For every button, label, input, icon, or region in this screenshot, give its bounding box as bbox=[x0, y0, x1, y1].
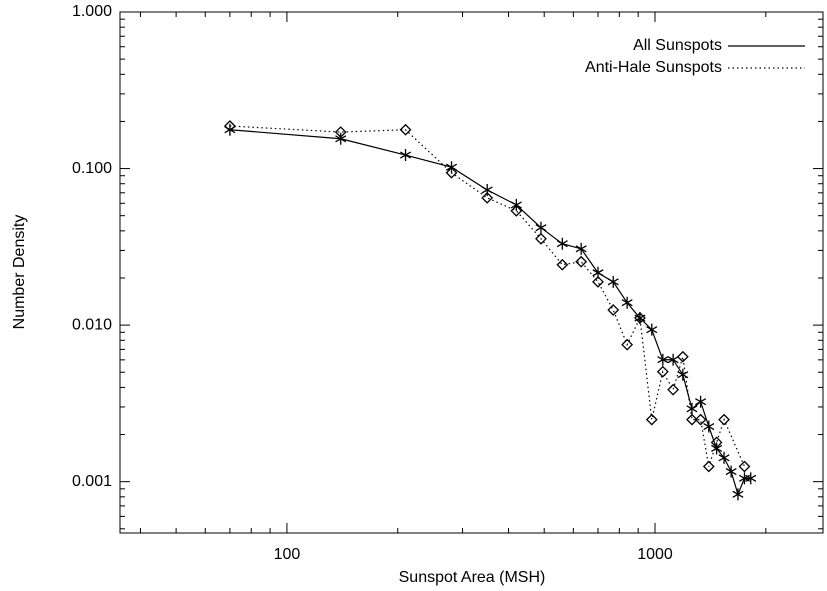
data-point bbox=[725, 465, 737, 478]
data-point bbox=[481, 191, 494, 204]
y-tick-label: 0.100 bbox=[72, 160, 112, 177]
series-line bbox=[229, 125, 746, 467]
data-point bbox=[686, 402, 698, 415]
data-point bbox=[335, 132, 347, 145]
data-point bbox=[745, 472, 757, 485]
data-point bbox=[694, 413, 707, 426]
data-point bbox=[399, 123, 412, 136]
data-point bbox=[556, 237, 568, 250]
data-point bbox=[710, 436, 723, 449]
data-point bbox=[607, 275, 619, 288]
y-tick-label: 1.000 bbox=[72, 3, 112, 20]
data-point bbox=[607, 304, 620, 316]
data-point bbox=[657, 353, 669, 366]
data-point bbox=[645, 413, 658, 426]
data-point bbox=[621, 296, 633, 309]
y-axis-label: Number Density bbox=[11, 215, 28, 330]
data-point bbox=[677, 368, 689, 381]
data-point bbox=[738, 460, 751, 473]
data-point bbox=[400, 149, 412, 162]
y-tick-label: 0.001 bbox=[72, 473, 112, 490]
data-point bbox=[718, 451, 730, 464]
data-point bbox=[667, 383, 680, 396]
data-point bbox=[510, 198, 522, 211]
legend-label: Anti-Hale Sunspots bbox=[585, 59, 722, 76]
data-point bbox=[711, 442, 723, 455]
data-point bbox=[667, 353, 679, 366]
data-point bbox=[703, 420, 715, 433]
data-point bbox=[535, 221, 547, 234]
data-point bbox=[621, 338, 634, 351]
data-point bbox=[481, 183, 493, 196]
data-point bbox=[223, 120, 236, 132]
data-point bbox=[656, 365, 669, 378]
data-point bbox=[676, 350, 689, 363]
data-point bbox=[695, 395, 707, 408]
data-point bbox=[686, 413, 698, 426]
plot-frame bbox=[119, 11, 824, 534]
data-point bbox=[556, 258, 569, 271]
x-tick-label: 1000 bbox=[637, 546, 673, 563]
series-line bbox=[229, 129, 751, 497]
data-point bbox=[718, 413, 730, 426]
data-point bbox=[445, 166, 458, 179]
data-point bbox=[592, 275, 604, 288]
data-point bbox=[510, 204, 523, 217]
data-point bbox=[646, 323, 658, 336]
data-point bbox=[535, 232, 547, 245]
y-tick-label: 0.010 bbox=[72, 316, 112, 333]
data-point bbox=[334, 126, 347, 138]
x-tick-label: 100 bbox=[274, 546, 301, 563]
x-axis-label: Sunspot Area (MSH) bbox=[399, 569, 546, 586]
data-point bbox=[702, 460, 715, 473]
data-point bbox=[634, 312, 646, 324]
data-point bbox=[575, 242, 587, 255]
data-point bbox=[732, 488, 744, 501]
legend-label: All Sunspots bbox=[633, 37, 722, 54]
data-point bbox=[575, 255, 588, 268]
